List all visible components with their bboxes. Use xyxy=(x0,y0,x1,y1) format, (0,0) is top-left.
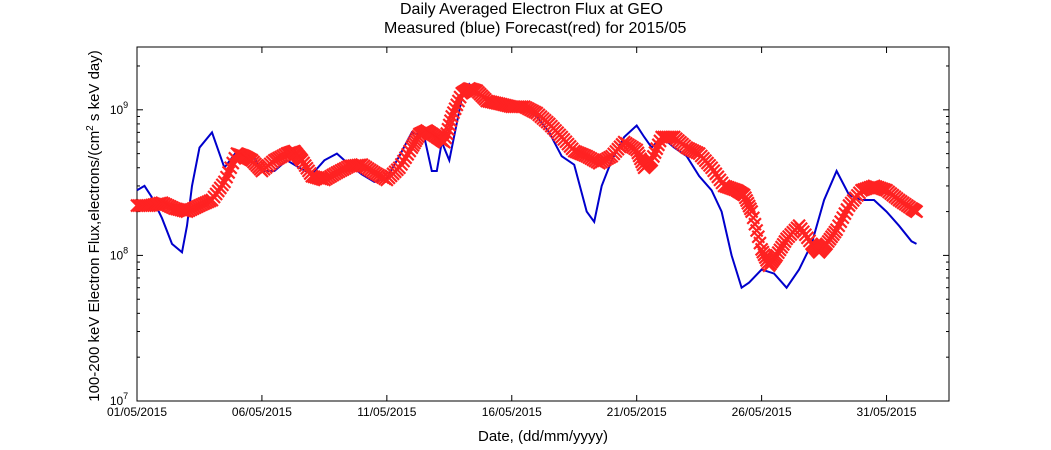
forecast-point xyxy=(836,210,850,225)
x-tick-label: 11/05/2015 xyxy=(357,405,416,419)
x-tick-label: 06/05/2015 xyxy=(232,405,292,419)
forecast-point xyxy=(443,113,458,128)
forecast-point xyxy=(441,122,455,137)
y-tick-exp: 7 xyxy=(123,391,128,401)
y-axis-label-sup: 2 xyxy=(85,125,96,131)
x-tick-label: 31/05/2015 xyxy=(857,405,917,419)
y-axis-label-main: 100-200 keV Electron Flux,electrons/(cm xyxy=(86,131,103,402)
forecast-point xyxy=(451,94,466,108)
forecast-point xyxy=(829,222,844,237)
chart-subtitle: Measured (blue) Forecast(red) for 2015/0… xyxy=(384,20,687,37)
forecast-point xyxy=(446,105,461,120)
forecast-point xyxy=(450,98,464,112)
forecast-point xyxy=(445,109,459,124)
forecast-point xyxy=(646,149,661,164)
forecast-point xyxy=(437,135,452,149)
y-axis-label: 100-200 keV Electron Flux,electrons/(cm2… xyxy=(85,50,103,402)
forecast-point xyxy=(440,126,454,141)
y-tick-base: 10 xyxy=(110,103,124,117)
x-tick-label: 01/05/2015 xyxy=(107,405,167,419)
x-tick-label: 16/05/2015 xyxy=(482,405,542,419)
plot-frame xyxy=(136,46,950,402)
x-axis-label: Date, (dd/mm/yyyy) xyxy=(478,428,608,445)
y-axis-label-tail: s keV day) xyxy=(86,50,103,125)
forecast-point xyxy=(831,218,846,233)
forecast-point xyxy=(665,130,679,144)
forecast-point xyxy=(448,101,462,116)
x-tick-label: 26/05/2015 xyxy=(732,405,792,419)
forecast-point xyxy=(442,118,457,132)
x-tick-label: 21/05/2015 xyxy=(607,405,667,419)
forecast-point xyxy=(833,214,848,229)
forecast-point xyxy=(438,131,453,145)
forecast-point xyxy=(649,141,664,156)
y-tick-base: 10 xyxy=(110,248,124,262)
forecast-point xyxy=(840,202,854,217)
series-layer xyxy=(130,81,924,290)
y-tick-label: 108 xyxy=(110,245,128,262)
forecast-point xyxy=(838,206,852,221)
forecast-series xyxy=(130,81,924,273)
y-tick-label: 109 xyxy=(110,100,128,117)
forecast-point xyxy=(648,145,662,160)
chart-title: Daily Averaged Electron Flux at GEO xyxy=(400,1,663,18)
y-tick-exp: 9 xyxy=(123,100,128,110)
y-tick-base: 10 xyxy=(110,394,124,408)
y-tick-exp: 8 xyxy=(123,245,128,255)
x-axis: 01/05/2015 06/05/2015 11/05/2015 16/05/2015… xyxy=(107,47,917,419)
forecast-point xyxy=(909,204,924,219)
y-tick-label: 107 xyxy=(110,391,128,408)
forecast-point xyxy=(644,153,659,168)
